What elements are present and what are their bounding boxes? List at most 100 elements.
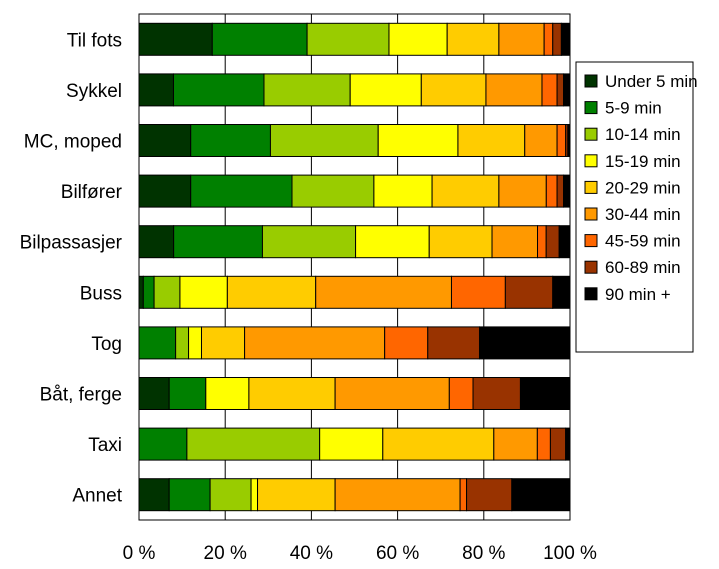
bar-segment bbox=[498, 174, 547, 208]
bar-segment bbox=[138, 174, 192, 208]
bar-segment bbox=[498, 22, 545, 56]
bar-row bbox=[138, 174, 571, 208]
bar-segment bbox=[384, 326, 429, 360]
bar-segment bbox=[446, 22, 500, 56]
x-tick-label: 40 % bbox=[290, 543, 333, 564]
bar-segment bbox=[556, 174, 565, 208]
bar-segment bbox=[138, 377, 170, 410]
bar-segment bbox=[263, 73, 351, 107]
bar-segment bbox=[373, 174, 433, 208]
bar-row bbox=[138, 225, 571, 259]
legend-swatch bbox=[584, 234, 598, 248]
legend-item: Under 5 min bbox=[584, 72, 698, 91]
category-label: Buss bbox=[80, 283, 122, 304]
bar-segment bbox=[211, 22, 308, 56]
legend-swatch bbox=[584, 287, 598, 301]
bar-segment bbox=[567, 124, 571, 157]
bars bbox=[138, 22, 571, 512]
bar-segment bbox=[179, 275, 228, 309]
bar-segment bbox=[485, 73, 543, 107]
bar-segment bbox=[558, 225, 571, 259]
bar-segment bbox=[466, 478, 513, 512]
bar-segment bbox=[556, 124, 567, 157]
bar-segment bbox=[153, 275, 181, 309]
category-label: Sykkel bbox=[66, 81, 122, 102]
x-tick-label: 0 % bbox=[123, 543, 156, 564]
bar-segment bbox=[291, 174, 375, 208]
legend-item: 90 min + bbox=[584, 285, 671, 304]
category-labels: Til fots Sykkel MC, moped Bilfører Bilpassas… bbox=[20, 30, 123, 506]
x-axis-tick-labels: 0 % 20 % 40 % 60 % 80 % 100 % bbox=[123, 543, 597, 564]
bar-segment bbox=[491, 225, 539, 259]
legend-item: 20-29 min bbox=[584, 178, 681, 197]
bar-segment bbox=[541, 73, 558, 107]
bar-segment bbox=[209, 478, 252, 512]
bar-segment bbox=[138, 124, 192, 157]
bar-segment bbox=[188, 326, 202, 360]
legend-label: 5-9 min bbox=[605, 99, 662, 118]
x-tick-label: 80 % bbox=[462, 543, 505, 564]
legend-swatch bbox=[584, 101, 598, 115]
legend-swatch bbox=[584, 180, 598, 194]
legend-swatch bbox=[584, 207, 598, 221]
bar-segment bbox=[186, 427, 321, 461]
legend-label: 90 min + bbox=[605, 285, 671, 304]
legend-swatch bbox=[584, 74, 598, 88]
bar-segment bbox=[269, 124, 379, 157]
bar-segment bbox=[168, 478, 211, 512]
bar-segment bbox=[168, 377, 207, 410]
bar-segment bbox=[545, 174, 558, 208]
bar-segment bbox=[175, 326, 190, 360]
bar-segment bbox=[552, 22, 562, 56]
category-label: Annet bbox=[72, 486, 122, 507]
bar-segment bbox=[349, 73, 422, 107]
legend-swatch bbox=[584, 154, 598, 168]
x-tick-label: 100 % bbox=[543, 543, 597, 564]
bar-segment bbox=[556, 73, 565, 107]
legend-label: 45-59 min bbox=[605, 232, 681, 251]
category-label: Bilpassasjer bbox=[20, 233, 123, 254]
bar-segment bbox=[334, 377, 450, 410]
legend-item: 10-14 min bbox=[584, 125, 681, 144]
bar-segment bbox=[138, 478, 170, 512]
bar-segment bbox=[138, 22, 213, 56]
bar-segment bbox=[448, 377, 474, 410]
bar-row bbox=[138, 478, 571, 512]
bar-segment bbox=[173, 225, 263, 259]
bar-segment bbox=[248, 377, 336, 410]
bar-segment bbox=[511, 478, 571, 512]
legend-label: 20-29 min bbox=[605, 178, 681, 197]
bar-segment bbox=[519, 377, 571, 410]
bar-segment bbox=[428, 225, 493, 259]
bar-segment bbox=[334, 478, 461, 512]
bar-segment bbox=[172, 73, 265, 107]
category-label: Til fots bbox=[67, 30, 122, 51]
bar-segment bbox=[524, 124, 558, 157]
bar-segment bbox=[315, 275, 452, 309]
legend-label: 30-44 min bbox=[605, 205, 681, 224]
bar-row bbox=[138, 124, 571, 157]
bar-row bbox=[138, 73, 571, 107]
bar-segment bbox=[261, 225, 357, 259]
bar-segment bbox=[493, 427, 538, 461]
category-label: MC, moped bbox=[24, 132, 122, 153]
bar-segment bbox=[388, 22, 448, 56]
bar-segment bbox=[257, 478, 336, 512]
bar-segment bbox=[138, 275, 144, 309]
bar-segment bbox=[306, 22, 390, 56]
bar-segment bbox=[552, 275, 571, 309]
category-label: Taxi bbox=[88, 435, 122, 456]
legend-item: 30-44 min bbox=[584, 205, 681, 224]
bar-segment bbox=[250, 478, 259, 512]
bar-row bbox=[138, 22, 571, 56]
bar-segment bbox=[536, 427, 551, 461]
legend-label: 10-14 min bbox=[605, 125, 681, 144]
legend-item: 5-9 min bbox=[584, 99, 662, 118]
legend: Under 5 min 5-9 min 10-14 min 15-19 min 20-2… bbox=[575, 61, 698, 353]
bar-segment bbox=[142, 275, 155, 309]
bar-segment bbox=[545, 225, 560, 259]
legend-label: 15-19 min bbox=[605, 152, 681, 171]
bar-segment bbox=[138, 326, 177, 360]
